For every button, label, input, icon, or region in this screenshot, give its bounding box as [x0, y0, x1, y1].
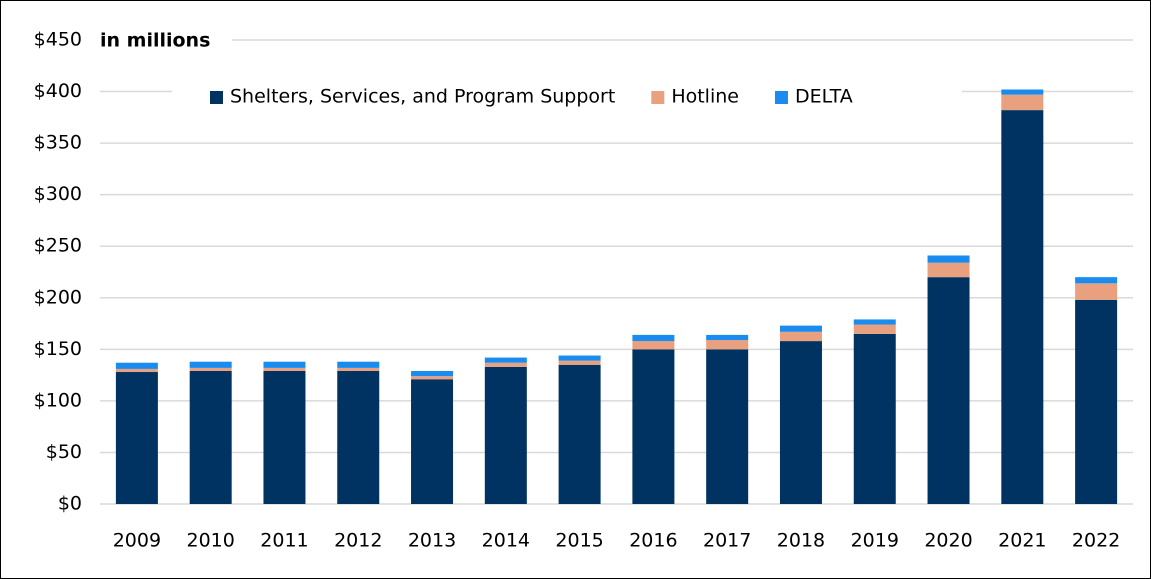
y-tick-label: $450: [34, 29, 82, 51]
x-tick-label: 2015: [555, 530, 603, 552]
subtitle-bg: [98, 26, 232, 54]
legend-bg: [172, 81, 962, 113]
bar-segment: [632, 341, 675, 350]
bar-segment: [189, 370, 232, 504]
bar-segment: [1001, 110, 1044, 505]
x-tick-label: 2013: [408, 530, 456, 552]
bar-segment: [558, 355, 601, 361]
bar-segment: [337, 361, 380, 368]
bar-segment: [779, 331, 822, 342]
legend-label: Shelters, Services, and Program Support: [230, 86, 615, 108]
bar-segment: [1075, 299, 1118, 504]
bar-segment: [263, 370, 306, 504]
x-tick-label: 2010: [186, 530, 234, 552]
y-tick-label: $400: [34, 80, 82, 102]
subtitle: in millions: [100, 30, 210, 52]
y-tick-label: $350: [34, 132, 82, 154]
y-tick-label: $300: [34, 183, 82, 205]
bar-segment: [779, 341, 822, 504]
bar-segment: [337, 367, 380, 371]
bar-segment: [853, 319, 896, 325]
bar-segment: [706, 334, 749, 341]
bar-segment: [1075, 277, 1118, 284]
legend-swatch: [774, 91, 788, 104]
bar-segment: [779, 325, 822, 332]
legend-swatch: [210, 91, 223, 104]
x-tick-label: 2017: [703, 530, 751, 552]
bar-segment: [927, 262, 970, 278]
bar-segment: [337, 370, 380, 504]
bar-segment: [189, 361, 232, 368]
bar-segment: [558, 364, 601, 504]
bar-segment: [189, 367, 232, 371]
bar-segment: [484, 362, 527, 367]
bar-segment: [927, 255, 970, 263]
bar-segment: [411, 376, 454, 380]
bar-segment: [115, 368, 158, 373]
bar-segment: [927, 277, 970, 504]
y-tick-label: $150: [34, 338, 82, 360]
x-tick-label: 2014: [482, 530, 530, 552]
x-tick-label: 2020: [924, 530, 972, 552]
bar-segment: [853, 333, 896, 504]
bar-segment: [706, 349, 749, 504]
x-tick-label: 2021: [998, 530, 1046, 552]
bar-segment: [484, 366, 527, 504]
x-tick-label: 2022: [1072, 530, 1120, 552]
bar-segment: [632, 334, 675, 342]
bar-segment: [632, 349, 675, 504]
x-tick-label: 2018: [777, 530, 825, 552]
y-tick-label: $100: [34, 389, 82, 411]
y-tick-label: $50: [46, 441, 82, 463]
x-tick-label: 2019: [851, 530, 899, 552]
bar-segment: [1075, 283, 1118, 300]
x-tick-label: 2012: [334, 530, 382, 552]
x-tick-label: 2016: [629, 530, 677, 552]
bar-segment: [115, 372, 158, 504]
bar-segment: [558, 360, 601, 365]
bar-segment: [853, 324, 896, 334]
bar-segment: [1001, 94, 1044, 111]
y-tick-label: $0: [58, 493, 82, 515]
legend-swatch: [651, 91, 665, 104]
y-tick-label: $200: [34, 286, 82, 308]
x-tick-label: 2011: [260, 530, 308, 552]
bar-segment: [706, 340, 749, 350]
bar-segment: [484, 357, 527, 363]
y-tick-label: $250: [34, 235, 82, 257]
bar-segment: [263, 361, 306, 368]
bar-segment: [115, 362, 158, 369]
bar-segment: [263, 367, 306, 371]
bar-segment: [411, 379, 454, 504]
bar-segment: [1001, 89, 1044, 95]
x-tick-label: 2009: [113, 530, 161, 552]
bar-segment: [411, 370, 454, 377]
legend-label: DELTA: [795, 86, 853, 108]
legend-label: Hotline: [671, 86, 739, 108]
